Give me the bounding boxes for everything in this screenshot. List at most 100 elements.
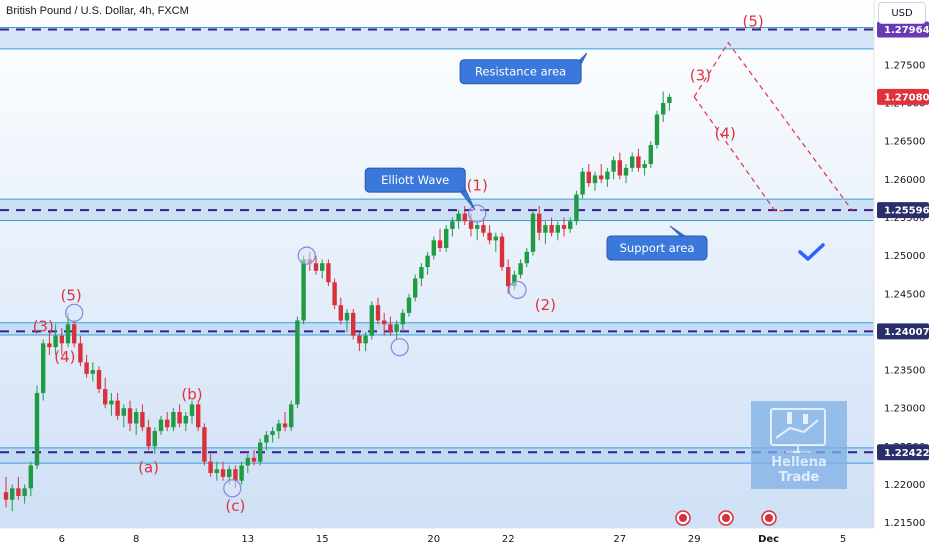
candle xyxy=(636,156,641,168)
pivot-circle xyxy=(223,479,242,498)
candle xyxy=(270,431,275,435)
x-tick-label: 13 xyxy=(241,534,254,545)
time-axis[interactable] xyxy=(0,528,874,550)
event-flag-dot xyxy=(679,514,687,522)
pivot-circle xyxy=(390,338,409,357)
candle xyxy=(419,267,424,279)
callout-box xyxy=(606,235,708,261)
candle xyxy=(158,419,164,432)
candle xyxy=(617,160,622,176)
candle xyxy=(487,232,492,241)
candle xyxy=(65,324,71,344)
candle xyxy=(258,442,263,462)
candle xyxy=(121,408,126,416)
price-tag-bg xyxy=(877,323,929,340)
candle xyxy=(34,392,40,466)
candle xyxy=(493,236,498,241)
price-tag-value: 1.24007 xyxy=(884,327,930,338)
candle xyxy=(84,362,89,374)
candle xyxy=(245,457,250,466)
candle xyxy=(146,427,151,447)
candle xyxy=(289,404,294,428)
callout-text: Resistance area xyxy=(475,65,566,79)
candle xyxy=(28,465,33,489)
candle xyxy=(413,278,418,298)
candle xyxy=(264,434,269,443)
candle xyxy=(642,164,647,168)
candle xyxy=(568,221,573,229)
callout-1: Elliott Wave xyxy=(364,167,476,211)
candle xyxy=(543,225,548,233)
event-flag-icon xyxy=(761,510,777,526)
callout-text: Elliott Wave xyxy=(381,173,449,187)
currency-button[interactable]: USD xyxy=(878,2,926,24)
candle xyxy=(351,312,356,336)
candle xyxy=(165,419,170,428)
price-tag: 1.22422 xyxy=(877,444,930,461)
candle xyxy=(41,343,46,393)
candle xyxy=(605,171,610,180)
candle xyxy=(462,213,467,222)
price-tag: 1.27080 xyxy=(877,88,930,105)
candle xyxy=(208,461,213,474)
candle xyxy=(109,400,114,405)
chart-title: British Pound / U.S. Dollar, 4h, FXCM xyxy=(6,5,189,17)
price-axis[interactable] xyxy=(874,0,932,550)
candle xyxy=(425,255,430,268)
pivot-circle xyxy=(508,280,527,300)
candle xyxy=(10,488,15,500)
candle xyxy=(78,343,83,363)
callout-2: Support area xyxy=(606,225,708,261)
wave-label: (5) xyxy=(742,12,763,30)
candle xyxy=(3,492,9,500)
candle xyxy=(344,312,350,321)
candle xyxy=(654,114,660,145)
candle xyxy=(140,412,145,428)
candle xyxy=(295,320,300,405)
candle xyxy=(103,389,108,405)
wave-label: (b) xyxy=(181,385,202,403)
wave4-projection xyxy=(693,96,785,212)
wave-label: (1) xyxy=(467,176,488,194)
candle xyxy=(382,320,387,325)
pivot-circle xyxy=(468,204,487,223)
price-tag-bg xyxy=(877,88,929,105)
y-tick-label: 1.21500 xyxy=(884,518,925,529)
price-tag: 1.27964 xyxy=(877,21,930,38)
candle xyxy=(332,282,337,306)
x-tick-label: 22 xyxy=(502,534,515,545)
candle xyxy=(530,213,536,252)
candle xyxy=(431,240,436,256)
candle xyxy=(599,175,604,180)
candle xyxy=(406,297,412,313)
candle xyxy=(16,488,21,496)
y-tick-label: 1.26000 xyxy=(884,175,925,186)
price-tag-bg xyxy=(877,21,929,38)
x-tick-label: 27 xyxy=(613,534,626,545)
pivot-circle xyxy=(65,303,84,322)
candle xyxy=(227,469,232,477)
price-tag: 1.25596 xyxy=(877,202,930,219)
hellena-trade-logo: Hellena Trade xyxy=(751,401,847,489)
candle xyxy=(524,251,529,264)
svg-text:Trade: Trade xyxy=(779,470,820,485)
event-flag-icon xyxy=(718,510,734,526)
y-tick-label: 1.25500 xyxy=(884,213,925,224)
x-tick-label: 6 xyxy=(59,534,65,545)
candle xyxy=(47,343,52,348)
y-tick-label: 1.27500 xyxy=(884,60,925,71)
price-tag-bg xyxy=(877,202,929,219)
wave-label: (a) xyxy=(138,459,159,477)
candle xyxy=(59,335,64,344)
candle xyxy=(326,263,331,283)
candle xyxy=(574,194,579,222)
candle xyxy=(196,404,201,428)
candle xyxy=(202,427,207,462)
candle xyxy=(90,370,95,374)
candle xyxy=(623,167,629,176)
x-tick-label: Dec xyxy=(758,534,779,545)
candle xyxy=(177,412,182,424)
candle xyxy=(357,335,362,344)
